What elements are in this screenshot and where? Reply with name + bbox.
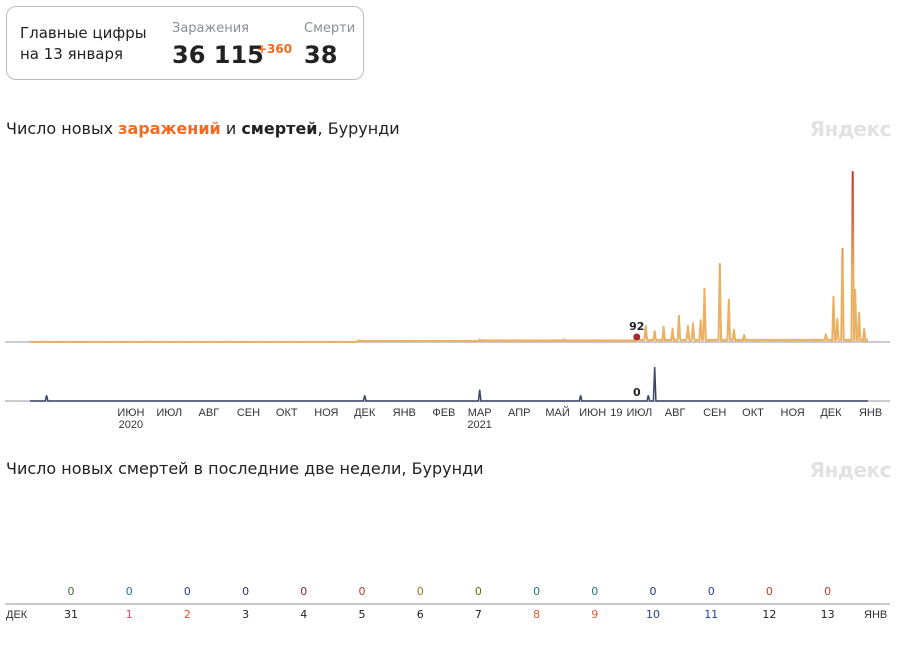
- x-tick-label: ИЮН: [117, 407, 144, 419]
- x-tick-label: ИЮЛ: [156, 407, 182, 419]
- x-tick-label: ЯНВ: [393, 407, 416, 419]
- day-value-label: 0: [126, 585, 133, 598]
- day-tick-label: 31: [64, 608, 78, 621]
- infections-series-line: [29, 171, 869, 343]
- hover-point: [633, 333, 641, 341]
- x-tick-year: 2020: [119, 419, 143, 431]
- hover-date-label: 19: [610, 407, 622, 419]
- x-tick-label: ОКТ: [742, 407, 764, 419]
- day-value-label: 0: [766, 585, 773, 598]
- summary-card: Главные цифры на 13 января Заражения 36 …: [6, 6, 364, 80]
- day-value-label: 0: [824, 585, 831, 598]
- yandex-logo: Яндекс: [809, 117, 892, 141]
- x-tick-label: АВГ: [199, 407, 220, 419]
- x-tick-label: ИЮН: [579, 407, 606, 419]
- day-tick-label: 12: [762, 608, 776, 621]
- day-value-label: 0: [533, 585, 540, 598]
- deaths-chart-title: Число новых смертей в последние две неде…: [6, 459, 484, 478]
- chart-title: Число новых заражений и смертей, Бурунди: [6, 119, 400, 138]
- day-tick-label: 3: [242, 608, 249, 621]
- x-tick-label: ФЕВ: [432, 407, 455, 419]
- day-tick-label: 6: [417, 608, 424, 621]
- day-tick-label: 10: [646, 608, 660, 621]
- x-tick-label: ЯНВ: [859, 407, 882, 419]
- deaths-label: Смерти: [304, 21, 356, 36]
- day-value-label: 0: [475, 585, 482, 598]
- title-deaths: смертей: [241, 119, 318, 138]
- summary-lead: Главные цифры на 13 января: [20, 24, 147, 63]
- hover-infections-label: 92: [629, 320, 644, 333]
- day-tick-label: 7: [475, 608, 482, 621]
- yandex-logo: Яндекс: [809, 458, 892, 482]
- day-tick-label: 13: [821, 608, 835, 621]
- day-value-label: 0: [417, 585, 424, 598]
- x-tick-label: СЕН: [703, 407, 726, 419]
- x-tick-label: ИЮЛ: [626, 407, 652, 419]
- x-tick-label: НОЯ: [781, 407, 805, 419]
- title-infections: заражений: [118, 119, 221, 138]
- x-tick-label: МАР: [468, 407, 492, 419]
- day-tick-label: 5: [359, 608, 366, 621]
- day-tick-label: 11: [704, 608, 718, 621]
- x-tick-label: АПР: [508, 407, 530, 419]
- x-tick-label: ДЕК: [354, 407, 376, 419]
- infections-label: Заражения: [172, 21, 249, 36]
- day-value-label: 0: [68, 585, 75, 598]
- day-tick-label: 4: [300, 608, 307, 621]
- day-value-label: 0: [650, 585, 657, 598]
- infections-value: 36 115: [172, 41, 264, 69]
- day-value-label: 0: [300, 585, 307, 598]
- title-part: и: [220, 119, 242, 138]
- x-tick-label: АВГ: [665, 407, 686, 419]
- day-tick-label: 9: [591, 608, 598, 621]
- day-value-label: 0: [708, 585, 715, 598]
- day-tick-label: 8: [533, 608, 540, 621]
- month-start-label: ДЕК: [6, 609, 28, 621]
- day-value-label: 0: [242, 585, 249, 598]
- day-value-label: 0: [591, 585, 598, 598]
- deaths-value: 38: [304, 41, 338, 69]
- day-tick-label: 1: [126, 608, 133, 621]
- title-part: , Бурунди: [317, 119, 400, 138]
- day-value-label: 0: [359, 585, 366, 598]
- month-end-label: ЯНВ: [864, 609, 887, 621]
- day-tick-label: 2: [184, 608, 191, 621]
- deaths-series-line: [30, 366, 868, 402]
- title-part: Число новых: [6, 119, 119, 138]
- x-tick-label: ОКТ: [276, 407, 298, 419]
- x-tick-label: СЕН: [237, 407, 260, 419]
- infections-delta: +360: [257, 42, 293, 56]
- hover-deaths-label: 0: [633, 386, 641, 399]
- day-value-label: 0: [184, 585, 191, 598]
- x-tick-label: ДЕК: [820, 407, 842, 419]
- x-tick-year: 2021: [467, 419, 491, 431]
- x-tick-label: НОЯ: [314, 407, 338, 419]
- x-tick-label: МАЙ: [545, 406, 569, 419]
